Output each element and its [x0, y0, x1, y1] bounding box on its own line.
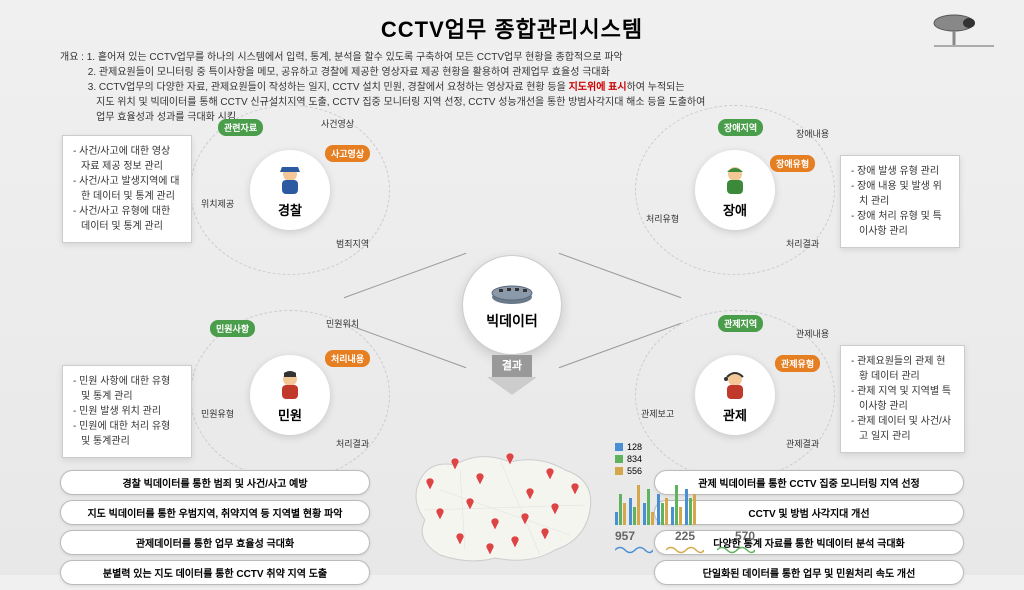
overview-line1: 1. 흩어져 있는 CCTV업무를 하나의 시스템에서 입력, 통계, 분석을 …: [87, 52, 623, 63]
legend-row: 128: [615, 442, 755, 452]
complaint-tag2: 민원위치: [320, 315, 365, 332]
info-item: 민원 발생 위치 관리: [81, 404, 181, 419]
police-tag2: 사건영상: [315, 115, 360, 132]
node-complaint: 민원: [250, 355, 330, 435]
result-pill: 지도 빅데이터를 통한 우범지역, 취약지역 등 지역별 현황 파악: [60, 500, 370, 525]
info-item: 장애 처리 유형 및 특이사항 관리: [859, 209, 949, 239]
control-info: 관제요원들의 관제 현황 데이터 관리관제 지역 및 지역별 특이사항 관리관제…: [840, 345, 965, 453]
center-label: 빅데이터: [486, 311, 538, 331]
overview-line3a: 3. CCTV업무의 다양한 자료, 관제요원들이 작성하는 일지, CCTV …: [88, 82, 569, 93]
control-tag1: 관제지역: [718, 315, 763, 332]
complaint-tag1: 민원사항: [210, 320, 255, 337]
overview-line4: 지도 위치 및 빅데이터를 통해 CCTV 신규설치지역 도출, CCTV 집중…: [96, 97, 705, 108]
result-pill: 단일화된 데이터를 통한 업무 및 민원처리 속도 개선: [654, 560, 964, 585]
page-title: CCTV업무 종합관리시스템: [0, 0, 1024, 44]
fault-tag3: 장애유형: [770, 155, 815, 172]
diagram-area: 빅데이터 결과 경찰 관련자료 사건영상 사고영상 위치제공 범죄지역 사건/사…: [0, 115, 1024, 455]
node-fault: 장애: [695, 150, 775, 230]
fault-tag1: 장애지역: [718, 119, 763, 136]
node-control: 관제: [695, 355, 775, 435]
complaint-tag4: 민원유형: [195, 405, 240, 422]
info-item: 사건/사고 발생지역에 대한 데이터 및 통계 관리: [81, 174, 181, 204]
info-item: 민원 사항에 대한 유형 및 통계 관리: [81, 374, 181, 404]
bottom-left-pills: 경찰 빅데이터를 통한 범죄 및 사건/사고 예방지도 빅데이터를 통한 우범지…: [60, 470, 370, 590]
node-police: 경찰: [250, 150, 330, 230]
connector: [559, 323, 682, 368]
fault-label: 장애: [723, 200, 747, 219]
police-label: 경찰: [278, 200, 302, 219]
overview-block: 개요 : 1. 흩어져 있는 CCTV업무를 하나의 시스템에서 입력, 통계,…: [0, 44, 1024, 125]
fault-tag4: 처리유형: [640, 210, 685, 227]
stat-number: 570: [735, 529, 755, 543]
legend-row: 556: [615, 466, 755, 476]
connector: [559, 253, 682, 298]
fault-tag2: 장애내용: [790, 125, 835, 142]
control-tag2: 관제내용: [790, 325, 835, 342]
result-pill: 경찰 빅데이터를 통한 범죄 및 사건/사고 예방: [60, 470, 370, 495]
result-pill: 관제데이터를 통한 업무 효율성 극대화: [60, 530, 370, 555]
stats-block: 128 834 556 957 225 570: [615, 442, 755, 555]
headset-icon: [717, 367, 753, 403]
fault-tag5: 처리결과: [780, 235, 825, 252]
fault-info: 장애 발생 유형 관리장애 내용 및 발생 위치 관리장애 처리 유형 및 특이…: [840, 155, 960, 248]
overview-label: 개요 :: [60, 52, 84, 63]
control-tag4: 관제보고: [635, 405, 680, 422]
overview-line3-red: 지도위에 표시: [569, 82, 627, 93]
result-label: 결과: [492, 355, 532, 377]
router-icon: [489, 279, 535, 307]
stat-number: 957: [615, 529, 635, 543]
info-item: 민원에 대한 처리 유형 및 통계관리: [81, 419, 181, 449]
overview-line3b: 하여 누적되는: [627, 82, 685, 93]
map-region: [400, 440, 610, 570]
control-label: 관제: [723, 405, 747, 424]
info-item: 사건/사고에 대한 영상 자료 제공 정보 관리: [81, 144, 181, 174]
info-item: 사건/사고 유형에 대한 데이터 및 통계 관리: [81, 204, 181, 234]
complaint-info: 민원 사항에 대한 유형 및 통계 관리민원 발생 위치 관리민원에 대한 처리…: [62, 365, 192, 458]
stat-number: 225: [675, 529, 695, 543]
police-info: 사건/사고에 대한 영상 자료 제공 정보 관리사건/사고 발생지역에 대한 데…: [62, 135, 192, 243]
center-node-bigdata: 빅데이터: [462, 255, 562, 355]
police-tag1: 관련자료: [218, 119, 263, 136]
info-item: 장애 내용 및 발생 위치 관리: [859, 179, 949, 209]
worker-icon: [717, 162, 753, 198]
control-tag3: 관제유형: [775, 355, 820, 372]
info-item: 장애 발생 유형 관리: [859, 164, 949, 179]
person-icon: [272, 367, 308, 403]
police-tag3: 사고영상: [325, 145, 370, 162]
complaint-tag3: 처리내용: [325, 350, 370, 367]
connector: [344, 253, 467, 298]
police-tag4: 위치제공: [195, 195, 240, 212]
legend-row: 834: [615, 454, 755, 464]
info-item: 관제 지역 및 지역별 특이사항 관리: [859, 384, 954, 414]
complaint-tag5: 처리결과: [330, 435, 375, 452]
info-item: 관제 데이터 및 사건/사고 일지 관리: [859, 414, 954, 444]
control-tag5: 관제결과: [780, 435, 825, 452]
result-arrow: 결과: [487, 355, 537, 405]
result-pill: 분별력 있는 지도 데이터를 통한 CCTV 취약 지역 도출: [60, 560, 370, 585]
overview-line2: 2. 관제요원들이 모니터링 중 특이사항을 메모, 공유하고 경찰에 제공한 …: [88, 67, 610, 78]
cctv-camera-icon: [924, 8, 1004, 48]
info-item: 관제요원들의 관제 현황 데이터 관리: [859, 354, 954, 384]
complaint-label: 민원: [278, 405, 302, 424]
police-tag5: 범죄지역: [330, 235, 375, 252]
police-icon: [272, 162, 308, 198]
